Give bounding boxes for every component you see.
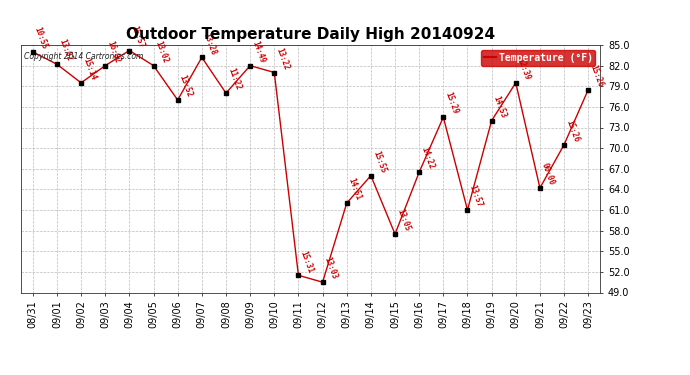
Text: 13:52: 13:52 (177, 74, 194, 99)
Text: 15:29: 15:29 (443, 91, 460, 116)
Text: 13:02: 13:02 (57, 38, 73, 63)
Text: 15:55: 15:55 (371, 150, 387, 174)
Text: 16:02: 16:02 (105, 39, 121, 64)
Text: 15:14: 15:14 (81, 57, 97, 81)
Legend: Temperature (°F): Temperature (°F) (481, 50, 595, 66)
Text: 15:26: 15:26 (564, 118, 580, 143)
Text: 10:55: 10:55 (33, 26, 49, 51)
Text: 15:57: 15:57 (129, 24, 146, 49)
Text: 13:03: 13:03 (322, 256, 339, 281)
Title: Outdoor Temperature Daily High 20140924: Outdoor Temperature Daily High 20140924 (126, 27, 495, 42)
Text: 12:39: 12:39 (515, 57, 532, 81)
Text: 14:49: 14:49 (250, 39, 266, 64)
Text: 13:05: 13:05 (395, 208, 411, 232)
Text: 13:28: 13:28 (201, 31, 218, 56)
Text: Copyright 2014 Cartronics.com: Copyright 2014 Cartronics.com (23, 53, 143, 62)
Text: 15:31: 15:31 (298, 249, 315, 274)
Text: 00:00: 00:00 (540, 162, 556, 187)
Text: 15:26: 15:26 (588, 63, 604, 88)
Text: 11:22: 11:22 (226, 67, 242, 92)
Text: 13:02: 13:02 (153, 39, 170, 64)
Text: 14:22: 14:22 (419, 146, 435, 171)
Text: 13:22: 13:22 (274, 46, 290, 71)
Text: 13:57: 13:57 (467, 184, 484, 209)
Text: 14:53: 14:53 (491, 94, 508, 119)
Text: 14:51: 14:51 (346, 177, 363, 202)
